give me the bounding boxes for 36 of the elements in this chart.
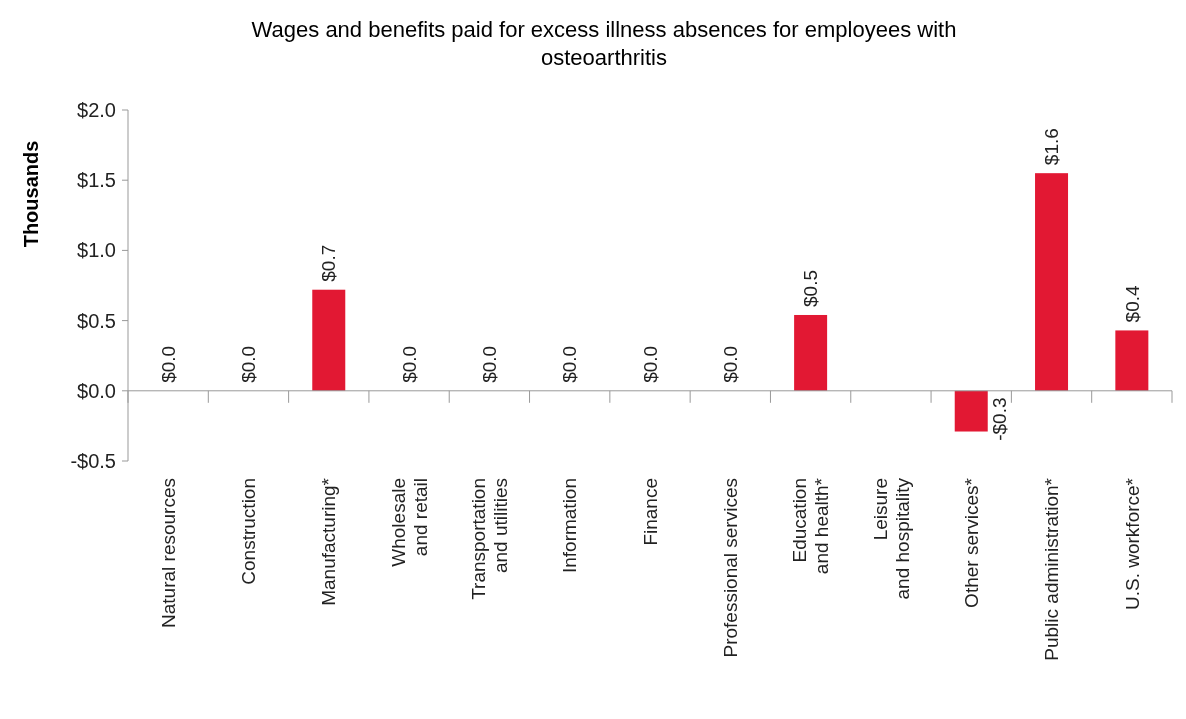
x-tick-label: Information (559, 478, 581, 574)
data-label: -$0.3 (989, 397, 1011, 441)
x-tick-label: Manufacturing* (318, 477, 340, 606)
data-label: $0.0 (559, 345, 581, 383)
bar (1035, 173, 1069, 391)
x-tick-label: Public administration* (1041, 477, 1063, 661)
chart-title: Wages and benefits paid for excess illness absences for employees with osteoarthritis (251, 17, 957, 70)
y-tick-label: -$0.5 (70, 450, 116, 472)
x-tick-label: Other services* (960, 477, 982, 608)
y-tick-label: $0.5 (77, 309, 116, 332)
x-tick-label: U.S. workforce* (1121, 477, 1143, 610)
y-tick-label: $1.0 (77, 239, 116, 262)
x-tick-label: Wholesale and retail (387, 478, 431, 567)
data-label: $0.0 (719, 345, 741, 383)
bar (794, 314, 828, 391)
x-tick-label: Education and health* (789, 477, 833, 575)
x-tick-label: Finance (639, 478, 661, 546)
x-tick-label: Construction (238, 478, 260, 585)
x-tick-label: Professional services (719, 478, 741, 658)
bar (954, 390, 988, 432)
data-label: $0.0 (238, 345, 260, 383)
bar (312, 289, 346, 391)
data-label: $0.4 (1121, 285, 1143, 323)
x-tick-label: Natural resources (157, 478, 179, 628)
bar (1115, 330, 1149, 391)
data-label: $0.0 (398, 345, 420, 383)
data-label: $0.0 (157, 345, 179, 383)
data-label: $0.0 (639, 345, 661, 383)
data-label: $0.0 (479, 345, 501, 383)
data-label: $0.5 (800, 270, 822, 307)
y-tick-label: $1.5 (77, 169, 116, 192)
y-tick-label: $2.0 (77, 99, 116, 121)
data-label: $0.7 (318, 244, 340, 282)
data-label: $1.6 (1041, 128, 1063, 166)
y-tick-label: $0.0 (77, 379, 116, 402)
y-axis-title: Thousands (20, 140, 42, 248)
